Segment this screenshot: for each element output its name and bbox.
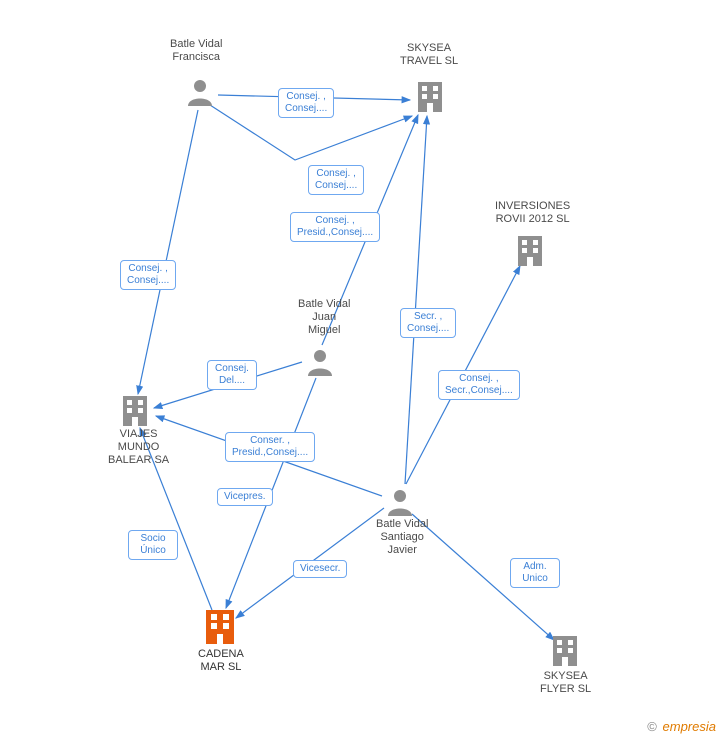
node-label: INVERSIONES ROVII 2012 SL (495, 200, 570, 226)
building-icon (514, 234, 546, 268)
node-label: SKYSEA TRAVEL SL (400, 42, 458, 68)
node-label: CADENA MAR SL (198, 648, 244, 674)
edge-label: Socio Único (128, 530, 178, 560)
person-icon (386, 488, 414, 516)
edge-label: Vicesecr. (293, 560, 347, 578)
edge-label: Consej. , Consej.... (120, 260, 176, 290)
edge-label: Consej. , Presid.,Consej.... (290, 212, 380, 242)
edge-label: Secr. , Consej.... (400, 308, 456, 338)
node-label: Batle Vidal Santiago Javier (376, 518, 428, 558)
person-icon (186, 78, 214, 106)
footer-credit: © empresia (647, 719, 716, 734)
building-icon (549, 634, 581, 668)
person-icon (306, 348, 334, 376)
edge-label: Consej. , Consej.... (308, 165, 364, 195)
node-label: VIAJES MUNDO BALEAR SA (108, 428, 169, 468)
edge-label: Consej. Del.... (207, 360, 257, 390)
edge-label: Consej. , Secr.,Consej.... (438, 370, 520, 400)
node-label: Batle Vidal Francisca (170, 38, 222, 64)
brand-name: empresia (663, 719, 716, 734)
edge-label: Conser. , Presid.,Consej.... (225, 432, 315, 462)
building-icon (414, 80, 446, 114)
building-primary-icon (202, 608, 238, 646)
building-icon (119, 394, 151, 428)
network-diagram: Consej. , Consej.... Consej. , Consej...… (0, 0, 728, 740)
edge (138, 110, 198, 394)
edge-label: Adm. Unico (510, 558, 560, 588)
copyright-symbol: © (647, 719, 657, 734)
edge (405, 116, 427, 484)
edges-layer (0, 0, 728, 740)
node-label: SKYSEA FLYER SL (540, 670, 591, 696)
node-label: Batle Vidal Juan Miguel (298, 298, 350, 338)
edge-label: Consej. , Consej.... (278, 88, 334, 118)
edge-label: Vicepres. (217, 488, 273, 506)
